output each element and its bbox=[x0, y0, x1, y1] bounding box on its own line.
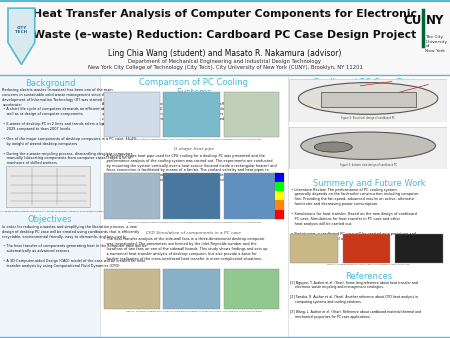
Bar bbox=[0, 76, 100, 338]
Bar bbox=[275, 182, 284, 191]
Text: Department of Mechanical Engineering and Industrial Design Technology: Department of Mechanical Engineering and… bbox=[129, 59, 321, 64]
Text: Figure 5: schematic diagram with actual side, simulated temperature distribution: Figure 5: schematic diagram with actual … bbox=[126, 311, 262, 312]
Text: Figure 2: schematic diagram of actual side, simulated temperature distribution c: Figure 2: schematic diagram of actual si… bbox=[128, 139, 261, 140]
Text: U-shape heat pipe: U-shape heat pipe bbox=[174, 147, 214, 151]
Text: Comparison of PC Cooling
Systems: Comparison of PC Cooling Systems bbox=[140, 78, 248, 97]
Text: In order for reducing e-wastes and simplifying the liberation process, a new
des: In order for reducing e-wastes and simpl… bbox=[2, 225, 147, 268]
Text: Ling Chia Wang (student) and Masato R. Nakamura (advisor): Ling Chia Wang (student) and Masato R. N… bbox=[108, 49, 342, 58]
Text: New York City College of Technology (City Tech), City University of New York (CU: New York City College of Technology (Cit… bbox=[88, 65, 362, 70]
Text: • The heat transfer analysis of the side-wall fans in a three-dimensional deskto: • The heat transfer analysis of the side… bbox=[102, 237, 268, 261]
Text: CU: CU bbox=[404, 15, 422, 27]
Bar bbox=[163, 92, 220, 137]
Text: Figure 7: Thermal image of actual PC case using at infrared sensor FLIR/Fluke: Figure 7: Thermal image of actual PC cas… bbox=[327, 263, 409, 265]
Text: Reducing electric wastes (e-wastes) has been one of the main
concerns in sustain: Reducing electric wastes (e-wastes) has … bbox=[2, 88, 137, 165]
Text: [1] Nguyen, T. Author et al. (Year). Some long reference about heat transfer and: [1] Nguyen, T. Author et al. (Year). Som… bbox=[290, 281, 421, 319]
Bar bbox=[275, 173, 284, 182]
Bar bbox=[163, 269, 220, 309]
Text: Waste (e-waste) Reduction: Cardboard PC Case Design Project: Waste (e-waste) Reduction: Cardboard PC … bbox=[33, 30, 417, 40]
Text: Figure 3: bottom view design of cardboard PC: Figure 3: bottom view design of cardboar… bbox=[340, 163, 396, 167]
Text: • A finned U-shape heat pipe used for CPU cooling for a desktop PC was presented: • A finned U-shape heat pipe used for CP… bbox=[102, 154, 277, 187]
Text: NY: NY bbox=[426, 15, 445, 27]
Bar bbox=[0, 0, 450, 76]
Text: Figure 4: schematic diagram of actual side, simulated temperature distribution c: Figure 4: schematic diagram of actual si… bbox=[128, 221, 261, 222]
Text: CFD Simulation of components in a PC case: CFD Simulation of components in a PC cas… bbox=[146, 231, 242, 235]
Text: Heat Transfer Analysis of Computer Components for Electronic: Heat Transfer Analysis of Computer Compo… bbox=[33, 9, 417, 19]
Text: Background: Background bbox=[25, 79, 75, 88]
Circle shape bbox=[314, 142, 352, 152]
Bar bbox=[104, 173, 159, 219]
Text: CITY
TECH: CITY TECH bbox=[15, 26, 27, 34]
Bar bbox=[275, 200, 284, 210]
Polygon shape bbox=[8, 8, 35, 65]
Bar bbox=[275, 173, 284, 219]
Text: The City
University
of
New York: The City University of New York bbox=[425, 35, 447, 53]
Bar bbox=[343, 234, 390, 263]
Bar bbox=[104, 92, 159, 137]
Text: A low-noise CPU cooler was proposed in [#] that provides a more efficient heat
d: A low-noise CPU cooler was proposed in [… bbox=[102, 102, 262, 126]
Bar bbox=[224, 269, 279, 309]
Bar bbox=[275, 210, 284, 219]
Text: Summery and Future Work: Summery and Future Work bbox=[313, 179, 425, 188]
Text: Low-noise CPU cooler: Low-noise CPU cooler bbox=[173, 98, 215, 102]
Ellipse shape bbox=[301, 132, 436, 160]
Bar bbox=[224, 173, 277, 219]
Bar bbox=[395, 234, 442, 263]
Text: • Literature Review: The performance of PC cooling system
    generally depends : • Literature Review: The performance of … bbox=[290, 188, 419, 241]
Bar bbox=[163, 173, 220, 219]
Text: Cardboard PC Case Design: Cardboard PC Case Design bbox=[313, 78, 425, 87]
Bar bbox=[224, 92, 279, 137]
Text: Figure 2: Structural design of cardboard PC: Figure 2: Structural design of cardboard… bbox=[341, 116, 395, 120]
Text: Objectives: Objectives bbox=[28, 215, 72, 224]
Bar bbox=[320, 92, 416, 107]
Text: References: References bbox=[346, 272, 392, 281]
Text: Figure 1: Stress-based material evaluation by comparing different options of eac: Figure 1: Stress-based material evaluati… bbox=[0, 211, 103, 212]
Bar bbox=[275, 191, 284, 200]
Bar bbox=[104, 269, 159, 309]
Ellipse shape bbox=[298, 82, 438, 114]
Bar bbox=[291, 234, 338, 263]
